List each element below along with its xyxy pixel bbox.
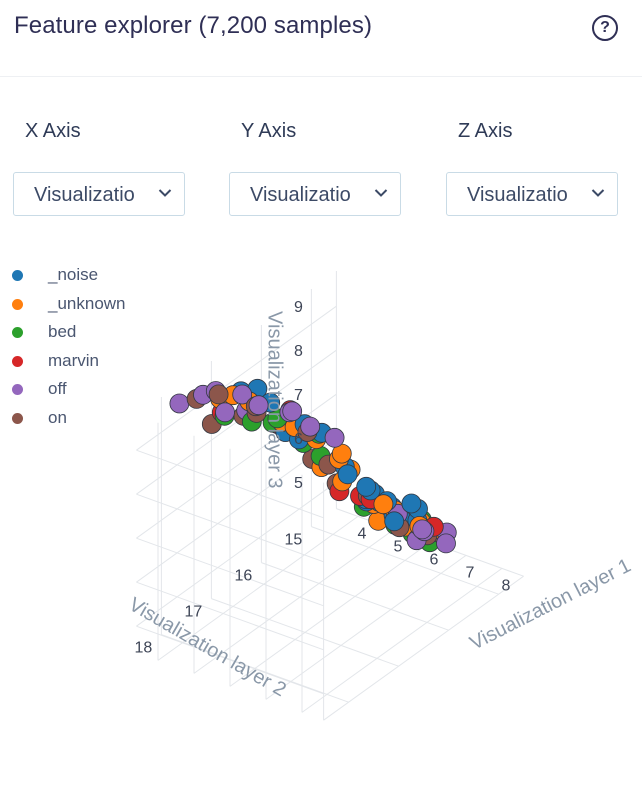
data-point — [337, 464, 358, 485]
z-tick-label: 7 — [294, 387, 303, 404]
axis-line — [323, 575, 524, 721]
legend-label: _unknown — [48, 293, 126, 313]
data-point — [412, 519, 433, 540]
legend-label: on — [48, 407, 67, 427]
data-point — [282, 401, 303, 422]
legend-label: _noise — [48, 265, 99, 284]
grid-line — [301, 567, 503, 713]
y-axis-label: Y Axis — [241, 120, 297, 142]
legend-marker — [12, 298, 23, 310]
chevron-down-icon — [158, 189, 172, 197]
z-tick-label: 6 — [294, 431, 303, 448]
z-tick-label: 5 — [294, 475, 303, 492]
scatter-3d-plot[interactable]: 5 6 7 8 9 15 16 17 18 4 5 6 7 8 Visualization layer 1… — [0, 240, 642, 800]
legend-label: off — [48, 379, 67, 399]
y-axis-control: Y Axis Visualizatio — [229, 120, 401, 216]
plot-grid — [136, 271, 524, 721]
z-axis-label: Z Axis — [458, 120, 513, 142]
x-tick-label: 5 — [394, 538, 403, 555]
grid-line — [229, 541, 431, 687]
data-point — [356, 476, 377, 497]
data-point — [373, 494, 394, 515]
data-point — [169, 393, 190, 414]
legend-marker — [12, 270, 23, 281]
grid-line — [193, 528, 395, 674]
y-tick-label: 15 — [285, 532, 303, 549]
z-axis-select[interactable]: Visualizatio — [446, 172, 618, 216]
x-axis-label: X Axis — [25, 120, 81, 142]
x-tick-label: 6 — [430, 551, 439, 568]
data-point — [300, 416, 321, 437]
grid-line — [265, 554, 467, 700]
data-point — [208, 384, 229, 405]
page-title: Feature explorer (7,200 samples) — [14, 12, 373, 39]
y-tick-label: 18 — [135, 640, 153, 657]
plot-points — [169, 378, 457, 554]
x-axis-control: X Axis Visualizatio — [13, 120, 185, 216]
x-tick-label: 7 — [466, 564, 475, 581]
legend-marker — [12, 412, 23, 424]
plot-ticks: 5 6 7 8 9 15 16 17 18 4 5 6 7 8 — [135, 299, 511, 656]
grid-line — [136, 449, 324, 519]
data-point — [324, 427, 345, 448]
grid-line — [136, 493, 324, 563]
header: Feature explorer (7,200 samples) ? — [0, 0, 642, 77]
z-tick-label: 8 — [294, 343, 303, 360]
data-point — [215, 402, 235, 423]
data-point — [436, 533, 456, 554]
grid-line — [136, 481, 337, 627]
z-axis-title: Visualization layer 3 — [263, 311, 285, 489]
data-point — [384, 511, 405, 532]
z-tick-label: 9 — [294, 299, 303, 316]
y-tick-label: 16 — [235, 568, 253, 585]
legend-marker — [12, 384, 23, 396]
grid-line — [157, 515, 359, 661]
grid-line — [136, 305, 337, 451]
x-tick-label: 4 — [358, 525, 367, 542]
legend-marker — [12, 327, 23, 339]
y-axis-select[interactable]: Visualizatio — [229, 172, 401, 216]
x-axis-title: Visualization layer 1 — [466, 555, 634, 655]
legend-label: bed — [48, 322, 77, 342]
legend-marker — [12, 355, 23, 367]
x-axis-select-value: Visualizatio — [34, 184, 135, 206]
x-tick-label: 8 — [502, 577, 511, 594]
grid-line — [136, 581, 324, 651]
grid-line — [136, 537, 324, 607]
y-axis-select-value: Visualizatio — [250, 184, 351, 206]
chevron-down-icon — [374, 189, 388, 197]
grid-line — [136, 625, 324, 695]
help-circle-icon[interactable]: ? — [592, 15, 618, 41]
z-axis-select-value: Visualizatio — [467, 184, 568, 206]
data-point — [248, 395, 269, 416]
y-tick-label: 17 — [185, 604, 203, 621]
chevron-down-icon — [591, 189, 605, 197]
x-axis-select[interactable]: Visualizatio — [13, 172, 185, 216]
z-axis-control: Z Axis Visualizatio — [446, 120, 618, 216]
data-point — [232, 384, 253, 405]
legend-label: marvin — [48, 350, 100, 370]
data-point — [401, 493, 422, 514]
